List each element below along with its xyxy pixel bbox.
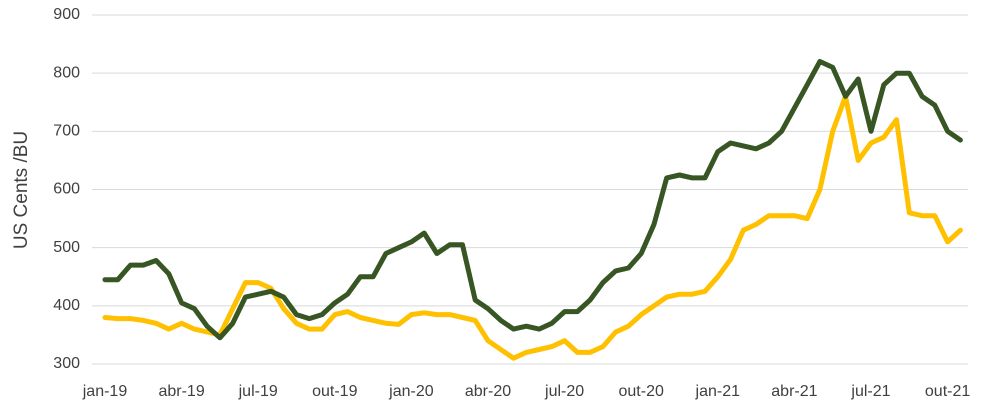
x-tick-label: jul-19 xyxy=(238,383,278,400)
x-tick-label: abr-21 xyxy=(771,383,817,400)
x-tick-label: abr-19 xyxy=(158,383,204,400)
y-tick-label: 800 xyxy=(53,64,80,81)
y-tick-label: 700 xyxy=(53,123,80,140)
line-series xyxy=(102,59,963,341)
x-tick-label: out-19 xyxy=(312,383,357,400)
y-tick-label: 500 xyxy=(53,239,80,256)
x-tick-label: jul-21 xyxy=(850,383,890,400)
y-axis-label: US Cents /BU xyxy=(11,131,32,249)
x-tick-label: jul-20 xyxy=(544,383,584,400)
x-tick-label: jan-19 xyxy=(82,383,128,400)
y-tick-label: 900 xyxy=(53,6,80,23)
x-tick-label: out-20 xyxy=(619,383,664,400)
line-series xyxy=(102,93,963,361)
x-tick-label: abr-20 xyxy=(465,383,511,400)
x-tick-label: out-21 xyxy=(925,383,970,400)
x-tick-label: jan-20 xyxy=(388,383,434,400)
x-tick-label: jan-21 xyxy=(695,383,741,400)
y-tick-label: 400 xyxy=(53,297,80,314)
y-tick-label: 300 xyxy=(53,355,80,372)
y-tick-label: 600 xyxy=(53,181,80,198)
